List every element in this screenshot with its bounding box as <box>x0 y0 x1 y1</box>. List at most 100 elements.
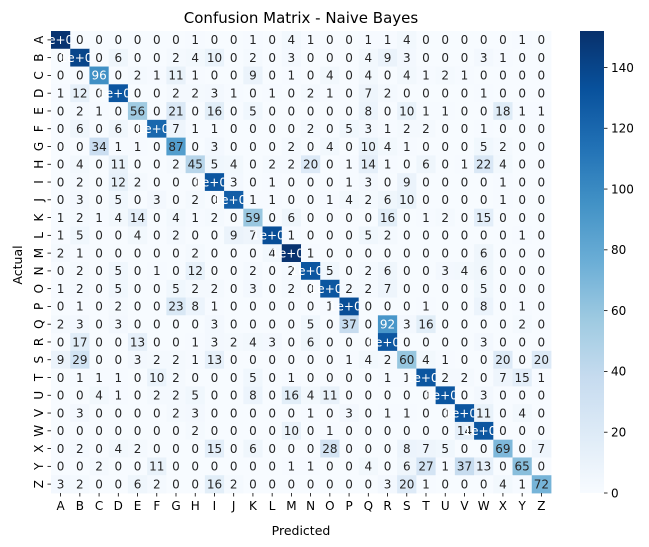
cell-label-G-W: 5 <box>480 140 488 154</box>
cell-label-H-S: 0 <box>403 158 411 172</box>
cell-B-V <box>454 48 475 67</box>
cell-L-N <box>301 226 321 245</box>
cell-R-I <box>204 333 225 352</box>
cell-C-H <box>185 66 206 85</box>
cell-label-W-F: 0 <box>153 424 161 438</box>
cell-label-K-T: 1 <box>422 211 430 225</box>
cell-label-S-D: 0 <box>114 353 122 367</box>
cell-label-W-E: 0 <box>134 424 142 438</box>
cell-label-D-Y: 0 <box>518 86 526 100</box>
cell-O-J <box>224 279 244 298</box>
cell-Z-R <box>377 475 398 494</box>
cell-E-H <box>185 102 206 121</box>
cell-label-Y-Z: 0 <box>538 460 546 474</box>
cell-N-N <box>301 262 321 281</box>
cell-Z-G <box>166 475 187 494</box>
cell-T-Z <box>531 368 552 387</box>
cell-H-I <box>204 155 225 174</box>
cell-Q-A <box>51 315 71 334</box>
cell-label-W-B: 0 <box>76 424 84 438</box>
cell-C-C <box>89 66 110 85</box>
cell-Q-C <box>89 315 110 334</box>
cell-label-N-Q: 2 <box>364 264 372 278</box>
cell-label-F-T: 2 <box>422 122 430 136</box>
cell-N-U <box>435 262 456 281</box>
cell-M-K <box>243 244 263 263</box>
cell-Y-R <box>377 457 398 476</box>
cell-label-Q-I: 3 <box>211 317 219 331</box>
x-tick-X: X <box>499 499 507 513</box>
cell-label-T-A: 0 <box>57 371 65 385</box>
cell-label-D-A: 1 <box>57 86 65 100</box>
cell-label-P-C: 0 <box>95 300 103 314</box>
cell-label-V-X: 0 <box>499 406 507 420</box>
cell-E-X <box>493 102 513 121</box>
cell-S-W <box>474 350 494 370</box>
cell-label-Z-Y: 1 <box>518 477 526 491</box>
cell-Y-K <box>243 457 263 476</box>
cell-label-L-J: 9 <box>230 229 238 243</box>
cell-label-P-G: 23 <box>168 300 183 314</box>
cell-label-X-F: 0 <box>153 442 161 456</box>
cell-B-O <box>320 48 340 67</box>
cell-label-E-K: 5 <box>249 104 257 118</box>
cell-label-I-Q: 3 <box>364 175 372 189</box>
cell-P-H <box>185 297 206 316</box>
cell-L-L <box>262 226 283 245</box>
cell-label-S-R: 2 <box>384 353 392 367</box>
cell-N-S <box>397 262 417 281</box>
cell-label-R-P: 0 <box>345 335 353 349</box>
cell-label-D-H: 2 <box>191 86 199 100</box>
cell-label-O-G: 5 <box>172 282 180 296</box>
cell-K-K <box>243 208 263 227</box>
cell-I-V <box>454 173 475 192</box>
cell-label-X-K: 6 <box>249 442 257 456</box>
cell-label-L-R: 2 <box>384 229 392 243</box>
cell-label-Y-T: 27 <box>418 460 433 474</box>
cell-R-B <box>70 333 90 352</box>
cell-label-N-O: 5 <box>326 264 334 278</box>
cell-F-B <box>70 119 90 139</box>
cell-I-N <box>301 173 321 192</box>
cell-F-R <box>377 119 398 139</box>
cell-label-Z-I: 16 <box>207 477 222 491</box>
cell-label-J-B: 3 <box>76 193 84 207</box>
cell-M-L <box>262 244 283 263</box>
x-tick-H: H <box>191 499 200 513</box>
cell-V-T <box>416 404 437 423</box>
cell-label-I-X: 1 <box>499 175 507 189</box>
cell-label-R-F: 0 <box>153 335 161 349</box>
cell-label-T-U: 2 <box>441 371 449 385</box>
cell-label-G-B: 0 <box>76 140 84 154</box>
cell-H-A <box>51 155 71 174</box>
cell-X-C <box>89 439 110 458</box>
cell-N-O <box>320 262 340 281</box>
cell-label-G-O: 4 <box>326 140 334 154</box>
cell-label-G-Y: 0 <box>518 140 526 154</box>
cell-S-G <box>166 350 187 370</box>
cell-J-C <box>89 190 110 210</box>
y-tick-P: P <box>32 303 46 310</box>
cell-I-F <box>147 173 167 192</box>
cell-V-X <box>493 404 513 423</box>
cell-label-I-L: 1 <box>268 175 276 189</box>
x-tick-A: A <box>57 499 66 513</box>
cell-label-R-A: 0 <box>57 335 65 349</box>
cell-Z-E <box>127 475 148 494</box>
cell-label-L-E: 4 <box>134 229 142 243</box>
cell-S-K <box>243 350 263 370</box>
cell-label-W-G: 0 <box>172 424 180 438</box>
cell-U-Y <box>512 386 533 405</box>
cell-T-V <box>454 368 475 387</box>
x-tick-J: J <box>231 499 236 513</box>
cell-label-U-X: 0 <box>499 389 507 403</box>
x-tick-F: F <box>153 499 160 513</box>
cell-R-K <box>243 333 263 352</box>
cell-label-A-D: 0 <box>114 33 122 47</box>
cell-L-M <box>281 226 302 245</box>
cell-A-E <box>127 31 148 50</box>
cell-label-E-Y: 1 <box>518 104 526 118</box>
cell-label-E-S: 10 <box>399 104 414 118</box>
cell-J-Z <box>531 190 552 210</box>
